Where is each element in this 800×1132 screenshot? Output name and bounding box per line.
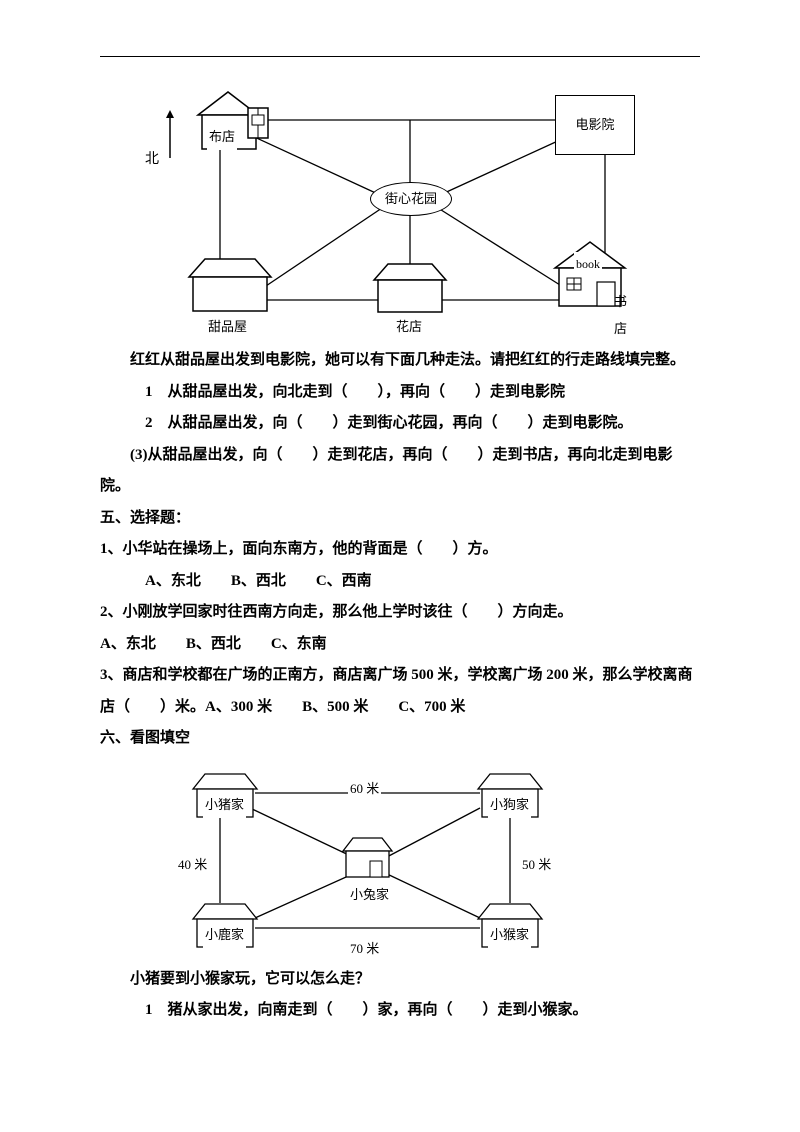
garden-label: 街心花园 xyxy=(385,185,437,212)
section-6-heading: 六、看图填空 xyxy=(100,723,700,755)
monkey-label: 小猴家 xyxy=(488,921,531,948)
sweet-label: 甜品屋 xyxy=(206,313,249,340)
s6-q1: 1 猪从家出发，向南走到（ ）家，再向（ ）走到小猴家。 xyxy=(100,995,700,1027)
cinema-box: 电影院 xyxy=(555,95,635,155)
pig-label: 小猪家 xyxy=(203,791,246,818)
s5-q1: 1、小华站在操场上，面向东南方，他的背面是（ ）方。 xyxy=(100,534,700,566)
map-diagram-2: 小猪家 小狗家 小兔家 小鹿家 小猴家 60 米 40 米 50 米 70 米 xyxy=(170,763,560,958)
north-label: 北 xyxy=(145,145,159,174)
flower-shop xyxy=(370,260,450,315)
north-arrow xyxy=(165,110,175,173)
book-sign: book xyxy=(574,252,602,277)
route-q1: 1 从甜品屋出发，向北走到（ ），再向（ ）走到电影院 xyxy=(100,377,700,409)
map-diagram-1: 北 布店 电影院 街心花园 xyxy=(160,90,640,335)
dist-left: 40 米 xyxy=(176,851,209,878)
section-5-heading: 五、选择题： xyxy=(100,503,700,535)
dist-bottom: 70 米 xyxy=(348,935,381,962)
dog-label: 小狗家 xyxy=(488,791,531,818)
bookstore-label: 书店 xyxy=(612,288,640,343)
route-q3: (3)从甜品屋出发，向（ ）走到花店，再向（ ）走到书店，再向北走到电影院。 xyxy=(100,440,700,503)
flower-label: 花店 xyxy=(394,313,424,340)
s5-q2: 2、小刚放学回家时往西南方向走，那么他上学时该往（ ）方向走。 xyxy=(100,597,700,629)
garden-ellipse: 街心花园 xyxy=(370,182,452,216)
s5-q2-options: A、东北 B、西北 C、东南 xyxy=(100,629,700,661)
s6-intro: 小猪要到小猴家玩，它可以怎么走？ xyxy=(100,964,700,996)
cinema-label: 电影院 xyxy=(575,111,614,138)
dist-top: 60 米 xyxy=(348,775,381,802)
s5-q1-options: A、东北 B、西北 C、西南 xyxy=(100,566,700,598)
dist-right: 50 米 xyxy=(520,851,553,878)
sweet-shop xyxy=(185,255,275,315)
rabbit-house xyxy=(340,835,395,880)
deer-label: 小鹿家 xyxy=(203,921,246,948)
cloth-label: 布店 xyxy=(207,123,237,150)
rabbit-label: 小兔家 xyxy=(348,881,391,908)
intro-text: 红红从甜品屋出发到电影院，她可以有下面几种走法。请把红红的行走路线填完整。 xyxy=(100,345,700,377)
top-rule xyxy=(100,56,700,57)
s5-q3: 3、商店和学校都在广场的正南方，商店离广场 500 米，学校离广场 200 米，… xyxy=(100,660,700,723)
route-q2: 2 从甜品屋出发，向（ ）走到街心花园，再向（ ）走到电影院。 xyxy=(100,408,700,440)
